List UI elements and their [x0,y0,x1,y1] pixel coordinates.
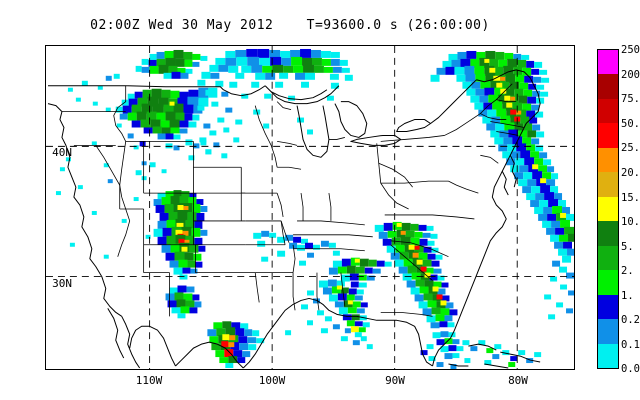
colorbar-band-10 [598,221,618,246]
colorbar-band-20 [598,172,618,197]
colorbar-tick-200: 200. [621,69,640,81]
colorbar-band-1 [598,294,618,320]
precip-cluster-northern-rockies [65,49,218,181]
x-axis-tick-90w: 90W [385,374,405,387]
colorbar-tick-2: 2. [621,265,634,277]
precip-cluster-appalachians [374,221,458,329]
precip-cluster-northeast [430,50,574,320]
colorbar-tick-10: 10. [621,216,640,228]
colorbar-band-025 [598,319,618,344]
colorbar-tick-001: 0.01 [621,363,640,375]
colorbar-tick-20: 20. [621,167,640,179]
colorbar-band-200 [598,74,618,99]
colorbar-tick-025: 0.25 [621,314,640,326]
colorbar-band-2 [598,270,618,295]
colorbar [597,49,619,369]
colorbar-tick-250: 250. [621,44,640,56]
colorbar-band-010 [598,343,618,369]
precip-cluster-florida [420,331,542,369]
precip-cluster-midsouth [253,230,340,266]
x-axis-tick-100w: 100W [258,374,286,387]
x-axis-tick-80w: 80W [508,374,528,387]
colorbar-tick-25: 25. [621,142,640,154]
lat-lon-gridlines [46,46,574,369]
precip-cluster-north-texas [207,321,265,369]
colorbar-band-25 [598,147,618,173]
colorbar-tick-1: 1. [621,290,634,302]
colorbar-band-5 [598,245,618,271]
map-canvas [46,46,574,369]
precip-cluster-west [55,161,151,259]
map-plot-area [45,45,575,370]
precip-cluster-colorado-kansas [153,190,208,319]
colorbar-tick-5: 5. [621,241,634,253]
colorbar-band-250 [598,50,618,75]
colorbar-tick-15: 15. [621,192,640,204]
map-outlines [47,69,541,369]
precip-cluster-upper-midwest [197,48,353,159]
figure-title: 02:00Z Wed 30 May 2012 T=93600.0 s (26:0… [90,18,490,33]
precipitation-field [55,48,574,369]
colorbar-tick-010: 0.10 [621,339,640,351]
precip-cluster-gulf-coast [285,257,392,350]
y-axis-tick-30n: 30N [52,277,72,290]
colorbar-band-50 [598,123,618,148]
colorbar-tick-50: 50. [621,118,640,130]
y-axis-tick-40n: 40N [52,146,72,159]
x-axis-tick-110w: 110W [135,374,163,387]
colorbar-band-15 [598,196,618,222]
colorbar-band-75 [598,98,618,124]
colorbar-tick-75: 75. [621,93,640,105]
state-borders [61,83,525,317]
